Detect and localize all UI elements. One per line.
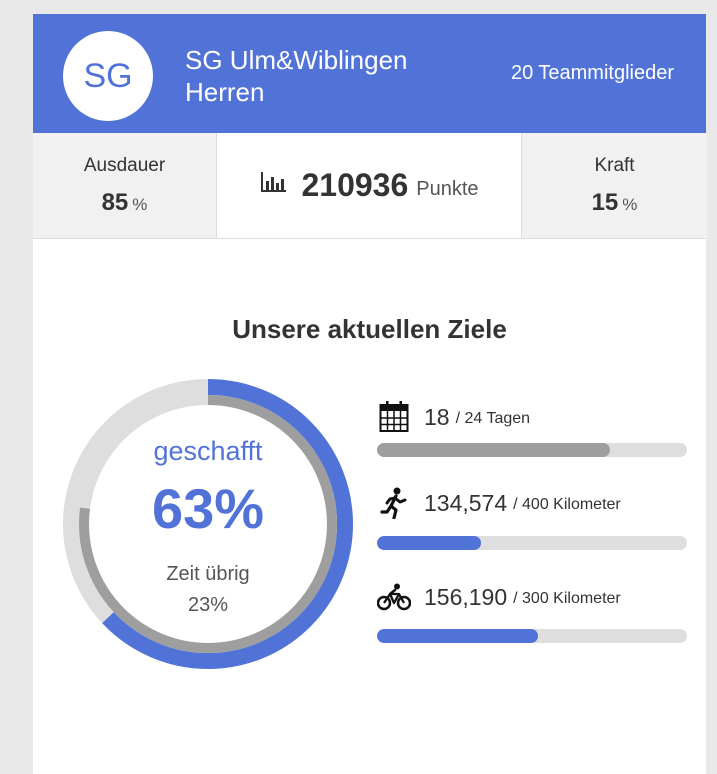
- strength-value: 15: [591, 189, 619, 216]
- strength-label: Kraft: [594, 155, 635, 176]
- goal-days-bar: [377, 443, 687, 457]
- ring-inner-progress: [79, 395, 337, 653]
- time-left-label: Zeit übrig: [166, 563, 250, 585]
- team-name: SG Ulm&Wiblingen Herren: [185, 44, 408, 108]
- ring-svg: [63, 379, 353, 669]
- goal-cycling-bar-fill: [377, 629, 539, 643]
- strength-unit: %: [622, 195, 638, 214]
- goal-days-target: / 24 Tagen: [455, 409, 531, 427]
- endurance-value-wrap: 85%: [33, 189, 216, 217]
- ring-outer-progress: [63, 379, 353, 669]
- goal-cycling-row: 156,190 / 300 Kilometer: [377, 580, 687, 614]
- goal-days-row: 18 / 24 Tagen: [377, 400, 687, 434]
- goal-running-target: / 400 Kilometer: [513, 495, 621, 513]
- goal-cycling-target: / 300 Kilometer: [513, 589, 621, 607]
- goals-title: Unsere aktuellen Ziele: [232, 314, 507, 344]
- stats-bar: Ausdauer 85% 210936 Punkte Kraft 15%: [33, 133, 707, 239]
- strength-value-wrap: 15%: [522, 189, 707, 217]
- running-icon: [377, 486, 411, 520]
- bicycle-icon: [377, 580, 411, 614]
- time-left-value: 23%: [187, 594, 229, 616]
- team-name-line1: SG Ulm&Wiblingen: [185, 45, 408, 75]
- achieved-percent: 63%: [151, 477, 265, 540]
- goal-running-bar: [377, 536, 687, 550]
- endurance-label: Ausdauer: [83, 155, 166, 176]
- team-avatar[interactable]: SG: [63, 31, 153, 121]
- goal-cycling-value: 156,190: [424, 583, 508, 610]
- points-value: 210936: [301, 167, 409, 203]
- goal-cycling-bar: [377, 629, 687, 643]
- goal-days-value: 18: [424, 403, 450, 430]
- strength-stat: Kraft 15%: [521, 133, 707, 238]
- goal-days-bar-fill: [377, 443, 610, 457]
- team-card: SG SG Ulm&Wiblingen Herren 20 Teammitgli…: [33, 14, 707, 774]
- goal-running: 134,574 / 400 Kilometer: [377, 486, 687, 550]
- goal-days: 18 / 24 Tagen: [377, 400, 687, 457]
- member-count-link[interactable]: 20 Teammitglieder: [510, 62, 674, 84]
- team-name-line2: Herren: [185, 77, 265, 107]
- calendar-icon: [377, 400, 411, 434]
- goal-cycling: 156,190 / 300 Kilometer: [377, 580, 687, 643]
- endurance-unit: %: [132, 195, 148, 214]
- bar-chart-icon: [259, 172, 287, 199]
- achieved-label: geschafft: [153, 436, 263, 466]
- points-unit: Punkte: [416, 178, 479, 200]
- team-header: SG SG Ulm&Wiblingen Herren 20 Teammitgli…: [33, 14, 706, 133]
- endurance-stat: Ausdauer 85%: [33, 133, 217, 238]
- goal-progress-ring: geschafft 63% Zeit übrig 23%: [60, 376, 356, 672]
- endurance-value: 85: [101, 189, 129, 216]
- goal-running-value: 134,574: [424, 489, 508, 516]
- goal-running-row: 134,574 / 400 Kilometer: [377, 486, 687, 520]
- goal-running-bar-fill: [377, 536, 482, 550]
- points-stat: 210936 Punkte: [217, 133, 521, 238]
